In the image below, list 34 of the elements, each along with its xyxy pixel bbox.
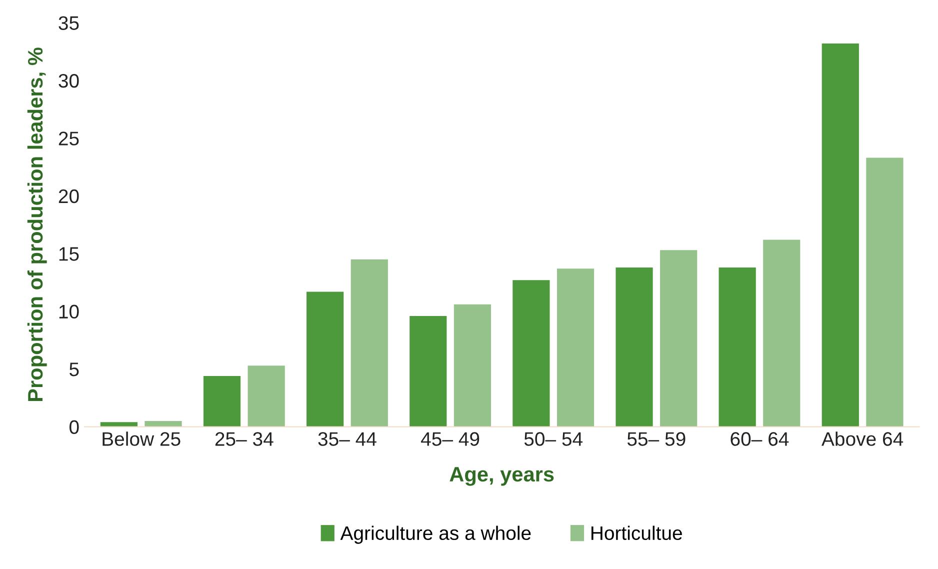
x-tick-label: 25– 34: [215, 432, 274, 446]
bar: [866, 158, 904, 427]
y-tick-label: 0: [70, 420, 79, 434]
y-tick-label: 35: [58, 16, 79, 30]
y-tick-label: 25: [58, 132, 79, 146]
bar: [512, 280, 550, 427]
bar: [822, 44, 859, 427]
bar: [660, 250, 698, 427]
bar: [763, 240, 800, 427]
x-tick-label: 45– 49: [421, 432, 480, 446]
y-tick-label: 10: [59, 304, 79, 319]
bar: [306, 292, 344, 427]
y-tick-label: 5: [70, 362, 79, 376]
bar: [454, 304, 492, 427]
x-tick-label: 55– 59: [627, 432, 686, 446]
legend-label: Horticultue: [591, 526, 682, 540]
bar: [410, 316, 447, 427]
x-tick-label: Below 25: [102, 432, 180, 446]
bar: [248, 366, 285, 427]
y-tick-label: 15: [59, 247, 79, 261]
bar: [556, 268, 594, 427]
x-tick-label: 35– 44: [318, 432, 376, 446]
x-tick-label: 50– 54: [524, 432, 583, 446]
bar: [203, 376, 241, 427]
y-axis-title: Proportion of production leaders, %: [27, 48, 47, 402]
bar: [350, 259, 388, 427]
x-tick-label: 60– 64: [730, 432, 789, 446]
bar: [616, 267, 653, 427]
legend-label: Agriculture as a whole: [340, 526, 531, 544]
bar: [718, 267, 756, 427]
y-tick-label: 30: [58, 74, 79, 88]
x-axis-title: Age, years: [450, 467, 554, 486]
y-tick-label: 20: [58, 189, 79, 204]
x-tick-label: Above 64: [822, 432, 904, 446]
